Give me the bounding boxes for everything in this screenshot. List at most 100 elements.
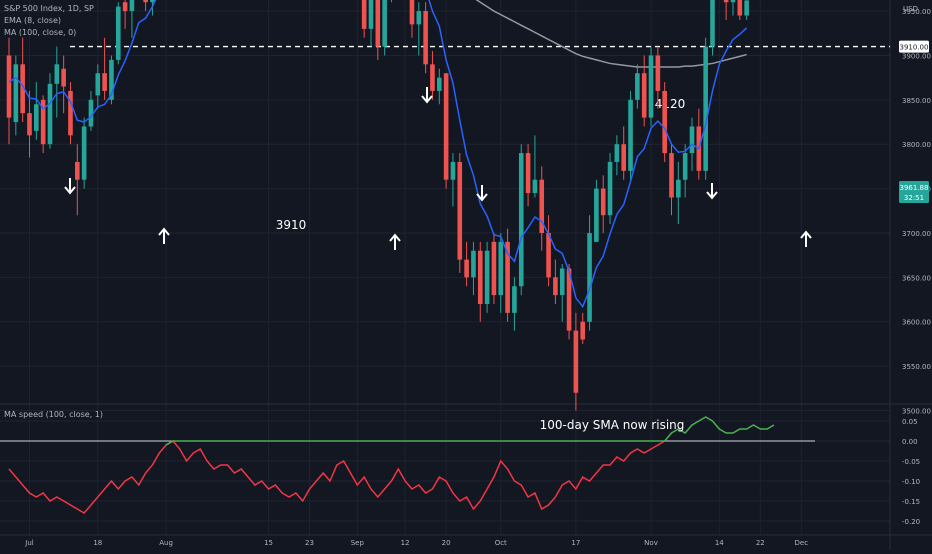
candle[interactable] — [471, 241, 476, 296]
candle[interactable] — [450, 153, 456, 207]
candle[interactable] — [47, 73, 53, 149]
candle[interactable] — [635, 64, 640, 109]
candle[interactable] — [423, 2, 428, 74]
candle[interactable] — [20, 37, 25, 123]
candle[interactable] — [409, 0, 415, 38]
candle[interactable] — [539, 166, 545, 251]
candle-body — [13, 64, 19, 123]
candle[interactable] — [594, 179, 599, 242]
candle-body — [368, 0, 374, 29]
time-tick-label: 17 — [571, 539, 580, 547]
candle[interactable] — [580, 312, 586, 344]
candle[interactable] — [546, 215, 551, 287]
candle[interactable] — [382, 0, 387, 56]
candle[interactable] — [682, 144, 688, 198]
candle[interactable] — [491, 232, 497, 304]
candle[interactable] — [512, 277, 517, 331]
price-tick-label: 3650.00 — [902, 274, 931, 282]
time-tick-label: 18 — [93, 539, 102, 547]
candle[interactable] — [723, 0, 729, 20]
candle[interactable] — [477, 241, 483, 322]
candle-body — [669, 153, 674, 198]
candle[interactable] — [129, 0, 135, 38]
candle[interactable] — [13, 55, 19, 136]
candle[interactable] — [655, 46, 661, 109]
candle-body — [47, 83, 53, 145]
candle[interactable] — [416, 2, 422, 56]
candle[interactable] — [436, 68, 442, 105]
candle[interactable] — [587, 215, 592, 331]
currency-label: USD — [903, 5, 918, 13]
legend-ema[interactable]: EMA (8, close) — [4, 16, 61, 25]
candle[interactable] — [710, 0, 715, 56]
candle[interactable] — [532, 135, 538, 198]
candle-body — [464, 259, 469, 278]
candle[interactable] — [662, 82, 667, 162]
legend-ma[interactable]: MA (100, close, 0) — [4, 28, 77, 37]
candle[interactable] — [375, 0, 381, 60]
arrow-up-icon — [389, 233, 401, 250]
candle[interactable] — [88, 90, 94, 131]
candle[interactable] — [61, 55, 66, 114]
candle-body — [75, 161, 80, 180]
candle[interactable] — [68, 82, 73, 145]
candle[interactable] — [484, 241, 490, 313]
candle[interactable] — [744, 0, 749, 20]
candle[interactable] — [109, 55, 114, 105]
candle[interactable] — [573, 312, 579, 411]
candle[interactable] — [641, 55, 647, 127]
ma-speed-positive-line — [165, 416, 775, 446]
candle-body — [436, 77, 442, 91]
candle[interactable] — [676, 161, 681, 225]
candle[interactable] — [669, 144, 674, 216]
candle-body — [443, 73, 449, 180]
candle[interactable] — [368, 0, 374, 47]
candle[interactable] — [621, 126, 626, 180]
legend-symbol[interactable]: S&P 500 Index, 1D, SP — [4, 4, 94, 13]
candle[interactable] — [566, 264, 572, 340]
legend-ma-speed[interactable]: MA speed (100, close, 1) — [4, 410, 104, 419]
candle[interactable] — [559, 264, 565, 322]
candle[interactable] — [498, 232, 504, 313]
candle-body — [532, 179, 538, 194]
candle[interactable] — [737, 0, 743, 20]
candle[interactable] — [122, 0, 128, 29]
candle[interactable] — [600, 175, 606, 233]
candle[interactable] — [361, 0, 367, 38]
candle[interactable] — [703, 37, 708, 180]
speed-tick-label: -0.15 — [902, 498, 920, 506]
candle-body — [628, 99, 633, 171]
candle[interactable] — [730, 0, 736, 16]
candle-body — [88, 99, 94, 127]
candle[interactable] — [648, 46, 654, 127]
candle[interactable] — [40, 95, 46, 154]
candle[interactable] — [443, 73, 449, 189]
candle[interactable] — [34, 82, 39, 140]
candle[interactable] — [464, 241, 469, 287]
candle[interactable] — [614, 135, 620, 176]
candle[interactable] — [525, 144, 531, 207]
candle[interactable] — [27, 90, 32, 158]
arrow-up-icon — [158, 227, 170, 244]
candle[interactable] — [457, 153, 463, 273]
candle[interactable] — [81, 117, 87, 189]
candle[interactable] — [518, 144, 524, 296]
candle[interactable] — [75, 144, 80, 216]
candle[interactable] — [143, 0, 148, 12]
candle[interactable] — [102, 37, 107, 100]
candle[interactable] — [553, 259, 558, 304]
candle[interactable] — [628, 90, 633, 180]
candle[interactable] — [505, 228, 510, 322]
candle[interactable] — [115, 2, 121, 65]
candle[interactable] — [430, 51, 435, 100]
candle-body — [81, 126, 87, 180]
candle[interactable] — [607, 153, 613, 225]
candle[interactable] — [95, 64, 101, 109]
price-tick-label: 3800.00 — [902, 141, 931, 149]
candle-body — [525, 153, 531, 194]
candle[interactable] — [54, 46, 60, 118]
candle-body — [587, 232, 592, 322]
candle[interactable] — [6, 37, 12, 145]
